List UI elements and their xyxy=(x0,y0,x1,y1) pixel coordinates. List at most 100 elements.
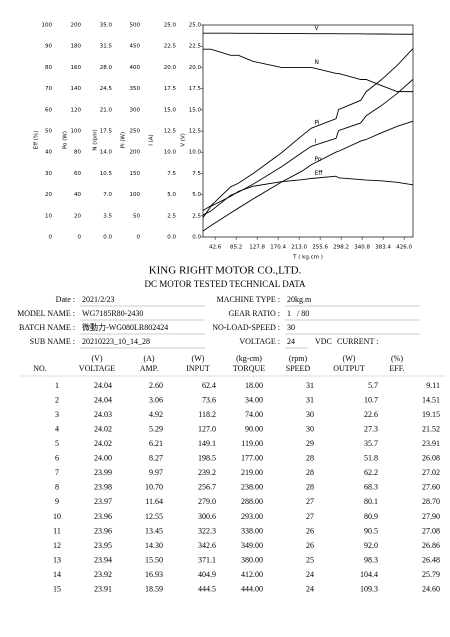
table-cell: 5.7 xyxy=(368,381,378,390)
row-number: 1 xyxy=(55,381,59,390)
table-cell: 24.02 xyxy=(94,439,112,448)
table-cell: 27.90 xyxy=(422,512,440,521)
y-tick-label: 0 xyxy=(78,235,82,241)
y-tick-label: 140 xyxy=(71,86,82,92)
table-cell: 109.3 xyxy=(360,585,378,594)
table-cell: 23.96 xyxy=(94,512,112,521)
y-tick-label: 5.0 xyxy=(167,192,176,198)
series-line xyxy=(202,120,414,232)
y-tick-label: 14.0 xyxy=(100,150,113,156)
table-cell: 28 xyxy=(306,483,314,492)
field-value: 30 xyxy=(287,323,295,332)
table-cell: 35.7 xyxy=(364,439,378,448)
table-cell: 92.0 xyxy=(364,541,378,550)
column-header: INPUT xyxy=(186,364,210,373)
row-number: 10 xyxy=(53,512,61,521)
column-header: VOLTAGE xyxy=(79,364,116,373)
y-tick-label: 40 xyxy=(74,192,81,198)
table-cell: 342.6 xyxy=(198,541,216,550)
y-tick-label: 5.0 xyxy=(192,192,201,198)
y-tick-label: 0 xyxy=(137,235,141,241)
field-label: VOLTAGE : xyxy=(239,337,280,346)
y-tick-label: 100 xyxy=(71,129,82,135)
table-cell: 10.70 xyxy=(145,483,163,492)
field-label: SUB NAME : xyxy=(30,337,75,346)
table-cell: 127.0 xyxy=(198,424,216,433)
row-number: 2 xyxy=(55,395,59,404)
table-cell: 14.51 xyxy=(422,395,440,404)
series-label: V xyxy=(314,25,319,32)
y-tick-label: 70 xyxy=(45,86,52,92)
y-tick-label: 40 xyxy=(45,150,52,156)
table-cell: 24.04 xyxy=(94,395,112,404)
field-label: NO-LOAD-SPEED : xyxy=(212,323,280,332)
x-tick-label: 213.0 xyxy=(291,245,307,251)
table-cell: 371.1 xyxy=(198,555,216,564)
table-cell: 239.2 xyxy=(198,468,216,477)
y-tick-label: 17.5 xyxy=(189,86,202,92)
y-tick-label: 22.5 xyxy=(164,44,177,50)
table-cell: 27.08 xyxy=(422,526,440,535)
field-value: 24 xyxy=(287,337,295,346)
y-tick-label: 80 xyxy=(74,150,81,156)
table-cell: 198.5 xyxy=(198,454,216,463)
column-header: NO. xyxy=(33,364,47,373)
column-header: TORQUE xyxy=(233,364,265,373)
y-axis-title: Eff (%) xyxy=(34,131,40,150)
table-cell: 293.00 xyxy=(241,512,263,521)
unit-header: (%) xyxy=(391,354,403,363)
table-cell: 28 xyxy=(306,454,314,463)
table-cell: 118.2 xyxy=(198,410,216,419)
table-cell: 31 xyxy=(306,381,314,390)
table-cell: 219.00 xyxy=(241,468,263,477)
table-cell: 68.3 xyxy=(364,483,378,492)
column-header: EFF. xyxy=(389,364,404,373)
table-cell: 27.3 xyxy=(364,424,378,433)
y-tick-label: 200 xyxy=(71,23,82,29)
table-cell: 24.00 xyxy=(94,454,112,463)
unit-header: (rpm) xyxy=(289,354,308,363)
table-cell: 380.00 xyxy=(241,555,263,564)
table-cell: 4.92 xyxy=(149,410,163,419)
y-tick-label: 24.5 xyxy=(100,86,113,92)
table-cell: 8.27 xyxy=(149,454,163,463)
y-tick-label: 0 xyxy=(49,235,53,241)
field-unit: VDC xyxy=(315,337,332,346)
sheet-subtitle: DC MOTOR TESTED TECHNICAL DATA xyxy=(145,279,306,289)
table-cell: 31 xyxy=(306,395,314,404)
y-tick-label: 22.5 xyxy=(189,44,202,50)
y-tick-label: 0.0 xyxy=(103,235,112,241)
y-axis-title: V (V) xyxy=(181,133,187,147)
x-tick-label: 426.0 xyxy=(396,245,412,251)
table-cell: 15.50 xyxy=(145,555,163,564)
y-tick-label: 28.0 xyxy=(100,65,113,71)
y-tick-label: 21.0 xyxy=(100,107,113,113)
y-tick-label: 100 xyxy=(130,192,141,198)
table-cell: 23.91 xyxy=(422,439,440,448)
y-tick-label: 0.0 xyxy=(192,235,201,241)
field-label: BATCH NAME : xyxy=(19,323,75,332)
y-tick-label: 20 xyxy=(74,213,81,219)
table-cell: 5.29 xyxy=(149,424,163,433)
unit-header: (W) xyxy=(192,354,205,363)
row-number: 15 xyxy=(53,585,61,594)
table-cell: 444.5 xyxy=(198,585,216,594)
table-cell: 26.08 xyxy=(422,454,440,463)
x-tick-label: 170.4 xyxy=(270,245,286,251)
table-cell: 51.8 xyxy=(364,454,378,463)
table-cell: 177.00 xyxy=(241,454,263,463)
y-tick-label: 50 xyxy=(45,129,52,135)
y-tick-label: 25.0 xyxy=(164,23,177,29)
series-label: N xyxy=(314,59,319,66)
table-cell: 25 xyxy=(306,555,314,564)
series-line xyxy=(202,175,414,218)
y-tick-label: 500 xyxy=(130,23,141,29)
table-cell: 25.79 xyxy=(422,570,440,579)
y-tick-label: 12.5 xyxy=(164,129,177,135)
table-cell: 23.94 xyxy=(94,555,112,564)
table-cell: 90.5 xyxy=(364,526,378,535)
table-cell: 300.6 xyxy=(198,512,216,521)
y-tick-label: 80 xyxy=(45,65,52,71)
table-cell: 29 xyxy=(306,439,314,448)
y-tick-label: 3.5 xyxy=(103,213,112,219)
